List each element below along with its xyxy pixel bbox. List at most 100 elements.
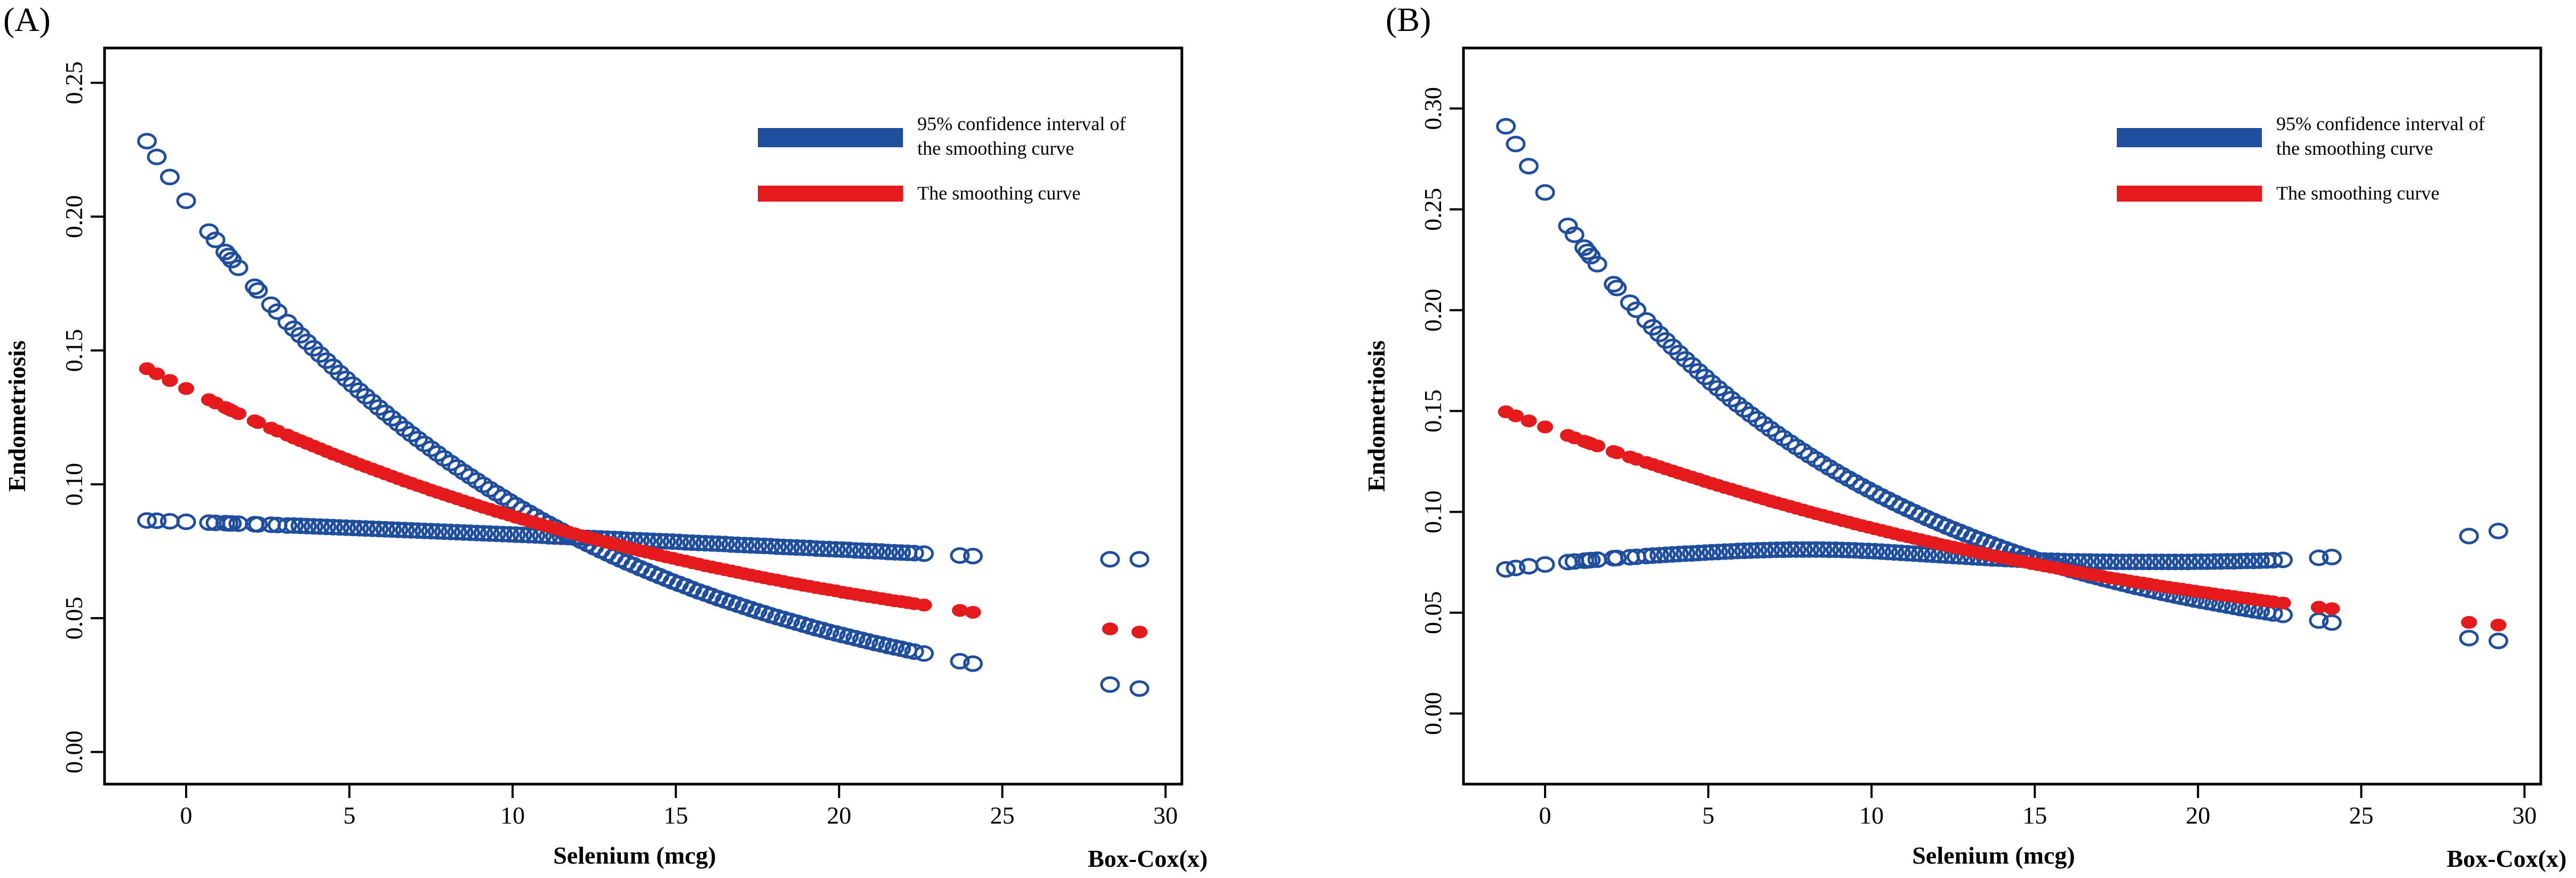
lower-ci-point (277, 517, 298, 534)
lower-ci-point (734, 537, 755, 554)
upper-ci-point (421, 440, 441, 457)
lower-ci-point (349, 520, 369, 537)
y-axis-title: Endometriosis (3, 340, 30, 492)
smoothing-curve-point (965, 605, 981, 619)
y-tick-label: 0.00 (1419, 692, 1446, 735)
smoothing-curve-point (2275, 596, 2291, 610)
lower-ci-point (1767, 541, 1787, 558)
lower-ci-point (2273, 552, 2293, 569)
lower-ci-point (427, 523, 447, 540)
lower-ci-point (1682, 545, 1702, 562)
lower-ci-point (1656, 546, 1676, 563)
upper-ci-point (1747, 411, 1767, 428)
lower-ci-point (2113, 553, 2133, 570)
upper-ci-point (1100, 676, 1120, 693)
lower-ci-point (656, 533, 676, 550)
lower-ci-point (375, 521, 395, 538)
lower-ci-point (1832, 541, 1852, 558)
lower-ci-point (1636, 547, 1657, 564)
lower-ci-point (1741, 542, 1761, 559)
lower-ci-point (1904, 545, 1924, 562)
lower-ci-point (813, 540, 833, 557)
lower-ci-point (708, 535, 729, 552)
lower-ci-point (1721, 543, 1741, 560)
lower-ci-point (1858, 542, 1878, 560)
lower-ci-point (1649, 547, 1669, 564)
upper-ci-point (382, 410, 402, 427)
lower-ci-point (401, 522, 421, 539)
lower-ci-point (2191, 553, 2211, 570)
lower-ci-point (2309, 549, 2329, 566)
lower-ci-point (137, 512, 157, 529)
upper-ci-point (205, 232, 226, 249)
upper-ci-point (1129, 680, 1149, 697)
lower-ci-point (852, 542, 872, 559)
lower-ci-point (1607, 549, 1627, 566)
lower-ci-point (493, 525, 513, 542)
lower-ci-point (767, 538, 787, 555)
lower-ci-point (878, 544, 898, 561)
upper-ci-point (1587, 256, 1607, 273)
lower-ci-point (2224, 553, 2244, 570)
smoothing-curve-point (1102, 622, 1118, 635)
y-tick-label: 0.05 (60, 597, 87, 640)
lower-ci-point (858, 542, 878, 560)
panel-b-axes: 0 5 10 15 20 25 30 0.00 0.05 0.10 0.15 0.20 0.25 0.30 (1419, 87, 2537, 829)
legend-ci-label: 95% confidence interval of (917, 113, 1126, 134)
upper-ci-point (228, 259, 249, 276)
lower-ci-point (682, 534, 702, 551)
lower-ci-point (1496, 561, 1516, 578)
lower-ci-point (950, 547, 970, 564)
y-tick-label: 0.20 (60, 195, 87, 238)
lower-ci-point (728, 536, 748, 553)
lower-ci-point (2459, 528, 2479, 545)
y-tick-label: 0.15 (1419, 389, 1446, 433)
lower-ci-point (1695, 544, 1715, 561)
lower-ci-point (2158, 553, 2179, 570)
upper-ci-point (904, 643, 924, 660)
smoothing-curve-point (2461, 616, 2477, 629)
lower-ci-point (467, 524, 487, 541)
lower-ci-point (799, 539, 820, 556)
y-tick-label: 0.05 (1419, 591, 1446, 634)
lower-ci-point (1701, 544, 1722, 561)
lower-ci-point (395, 522, 415, 539)
lower-ci-point (1780, 541, 1800, 558)
upper-ci-point (414, 435, 435, 452)
legend-ci-label-line2: the smoothing curve (2276, 138, 2433, 159)
smoothing-curve-point (2490, 618, 2507, 632)
lower-ci-point (839, 541, 859, 558)
lower-ci-point (1826, 541, 1846, 558)
lower-ci-point (761, 538, 781, 555)
lower-ci-point (819, 540, 839, 557)
lower-ci-point (669, 533, 689, 550)
lower-ci-point (676, 534, 696, 551)
legend-ci-swatch (758, 128, 903, 147)
lower-ci-point (356, 520, 376, 537)
lower-ci-point (441, 523, 461, 540)
upper-ci-point (1607, 280, 1627, 297)
lower-ci-point (2152, 553, 2172, 570)
lower-ci-point (963, 547, 983, 564)
lower-ci-point (222, 515, 242, 532)
smoothing-curve-point (1131, 625, 1148, 638)
lower-ci-point (1884, 544, 1905, 561)
y-tick-label: 0.15 (60, 329, 87, 372)
lower-ci-point (2139, 553, 2159, 570)
lower-ci-point (741, 537, 761, 554)
upper-ci-point (427, 445, 447, 462)
lower-ci-point (871, 543, 892, 560)
upper-ci-point (2322, 614, 2342, 631)
lower-ci-point (2198, 553, 2218, 570)
lower-ci-point (2100, 553, 2120, 570)
panel-b-points (1496, 118, 2508, 650)
lower-ci-point (2250, 552, 2270, 569)
upper-ci-point (1727, 396, 1748, 413)
lower-ci-point (1129, 550, 1149, 568)
upper-ci-point (2459, 629, 2479, 646)
lower-ci-point (460, 524, 481, 541)
lower-ci-point (248, 516, 268, 533)
lower-ci-point (284, 517, 304, 534)
upper-ci-point (447, 459, 467, 476)
lower-ci-point (290, 517, 310, 534)
